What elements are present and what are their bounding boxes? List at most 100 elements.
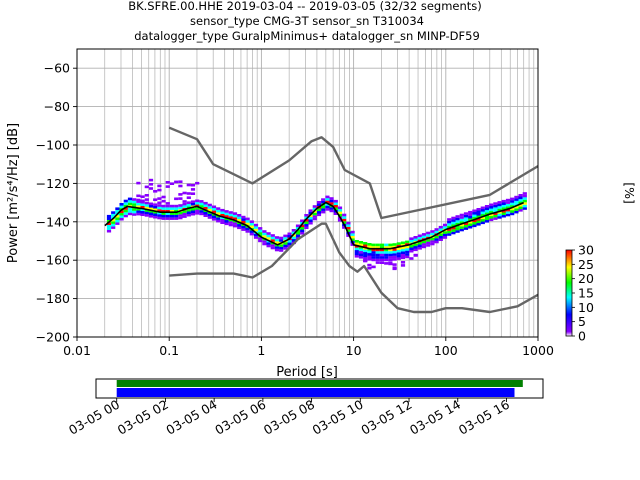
density-cell: [484, 205, 490, 208]
density-cell: [312, 207, 317, 211]
density-cell: [270, 236, 275, 240]
density-cell: [510, 207, 515, 211]
density-cell: [447, 230, 452, 234]
density-cell: [426, 244, 431, 247]
density-cell: [459, 223, 464, 227]
density-cell: [157, 211, 162, 215]
density-cell: [497, 216, 502, 219]
density-cell: [253, 236, 259, 239]
density-cell: [291, 231, 296, 235]
density-cell: [480, 216, 485, 220]
density-cell: [300, 224, 305, 228]
density-cell: [144, 185, 149, 189]
density-cell: [388, 248, 393, 252]
density-cell: [493, 217, 498, 220]
density-cell: [283, 242, 288, 245]
density-cell: [337, 211, 343, 215]
density-cell: [279, 249, 284, 252]
density-cell: [350, 235, 355, 239]
density-cell: [363, 249, 368, 253]
density-cell: [447, 233, 452, 236]
density-cell: [354, 250, 359, 253]
density-cell: [350, 233, 355, 236]
density-cell: [165, 204, 170, 208]
density-cell: [321, 210, 326, 214]
density-cell: [501, 202, 506, 205]
density-cell: [220, 218, 225, 222]
density-cell: [111, 218, 116, 222]
density-cell: [510, 200, 515, 203]
density-cell: [169, 214, 175, 218]
density-cell: [241, 225, 246, 229]
density-cell: [388, 258, 393, 262]
density-cell: [203, 214, 208, 217]
density-cell: [262, 242, 267, 246]
density-cell: [392, 253, 397, 256]
density-cell: [409, 247, 414, 250]
time-tick-label: 03-05 02: [115, 397, 171, 438]
density-cell: [224, 212, 229, 216]
density-cell: [451, 221, 456, 225]
density-cell: [493, 212, 498, 215]
y-tick-label: −200: [36, 330, 70, 345]
density-cell: [123, 204, 128, 208]
density-cell: [157, 184, 162, 188]
density-cell: [161, 207, 166, 210]
density-cell: [216, 219, 221, 223]
density-cell: [174, 204, 179, 208]
density-cell: [421, 240, 427, 244]
density-cell: [178, 184, 183, 188]
density-cell: [430, 242, 435, 246]
density-cell: [371, 246, 376, 249]
density-cell: [354, 240, 359, 243]
density-cell: [132, 200, 137, 204]
density-cell: [388, 246, 393, 249]
density-cell: [396, 247, 401, 250]
density-cell: [514, 198, 519, 201]
density-cell: [501, 199, 506, 203]
density-cell: [308, 209, 313, 212]
density-cell: [333, 207, 338, 210]
density-cell: [501, 212, 506, 215]
density-cell: [505, 203, 511, 207]
density-cell: [413, 243, 418, 247]
colorbar-tick-label: 0: [578, 329, 586, 344]
density-cell: [400, 241, 406, 245]
density-cell: [451, 226, 456, 230]
density-cell: [447, 225, 452, 229]
density-cell: [300, 229, 305, 233]
density-cell: [203, 204, 208, 207]
density-cell: [132, 203, 137, 206]
x-tick-label: 10: [346, 343, 362, 358]
density-cell: [245, 227, 250, 231]
density-cell: [522, 197, 527, 200]
density-cell: [136, 212, 141, 216]
density-cell: [165, 202, 170, 205]
density-cell: [413, 248, 418, 252]
density-cell: [241, 228, 246, 231]
density-cell: [405, 240, 410, 244]
density-cell: [266, 234, 271, 238]
density-cell: [510, 202, 515, 206]
density-cell: [195, 202, 200, 205]
colorbar-tick-label: 30: [578, 243, 594, 258]
density-cell: [161, 204, 166, 208]
density-cell: [186, 196, 191, 199]
density-cell: [358, 241, 364, 244]
density-cell: [325, 195, 330, 199]
density-cell: [304, 221, 309, 224]
density-cell: [518, 201, 523, 205]
density-cell: [472, 212, 477, 215]
density-cell: [106, 227, 112, 230]
density-cell: [157, 188, 162, 192]
psd-density-heatmap: [106, 178, 527, 271]
density-cell: [468, 220, 473, 224]
density-cell: [148, 187, 154, 190]
density-cell: [237, 214, 242, 217]
y-tick-label: −120: [36, 176, 70, 191]
density-cell: [148, 212, 154, 216]
density-cell: [371, 248, 376, 252]
x-tick-label: 0.1: [159, 343, 179, 358]
density-cell: [514, 195, 519, 199]
density-cell: [430, 237, 435, 241]
